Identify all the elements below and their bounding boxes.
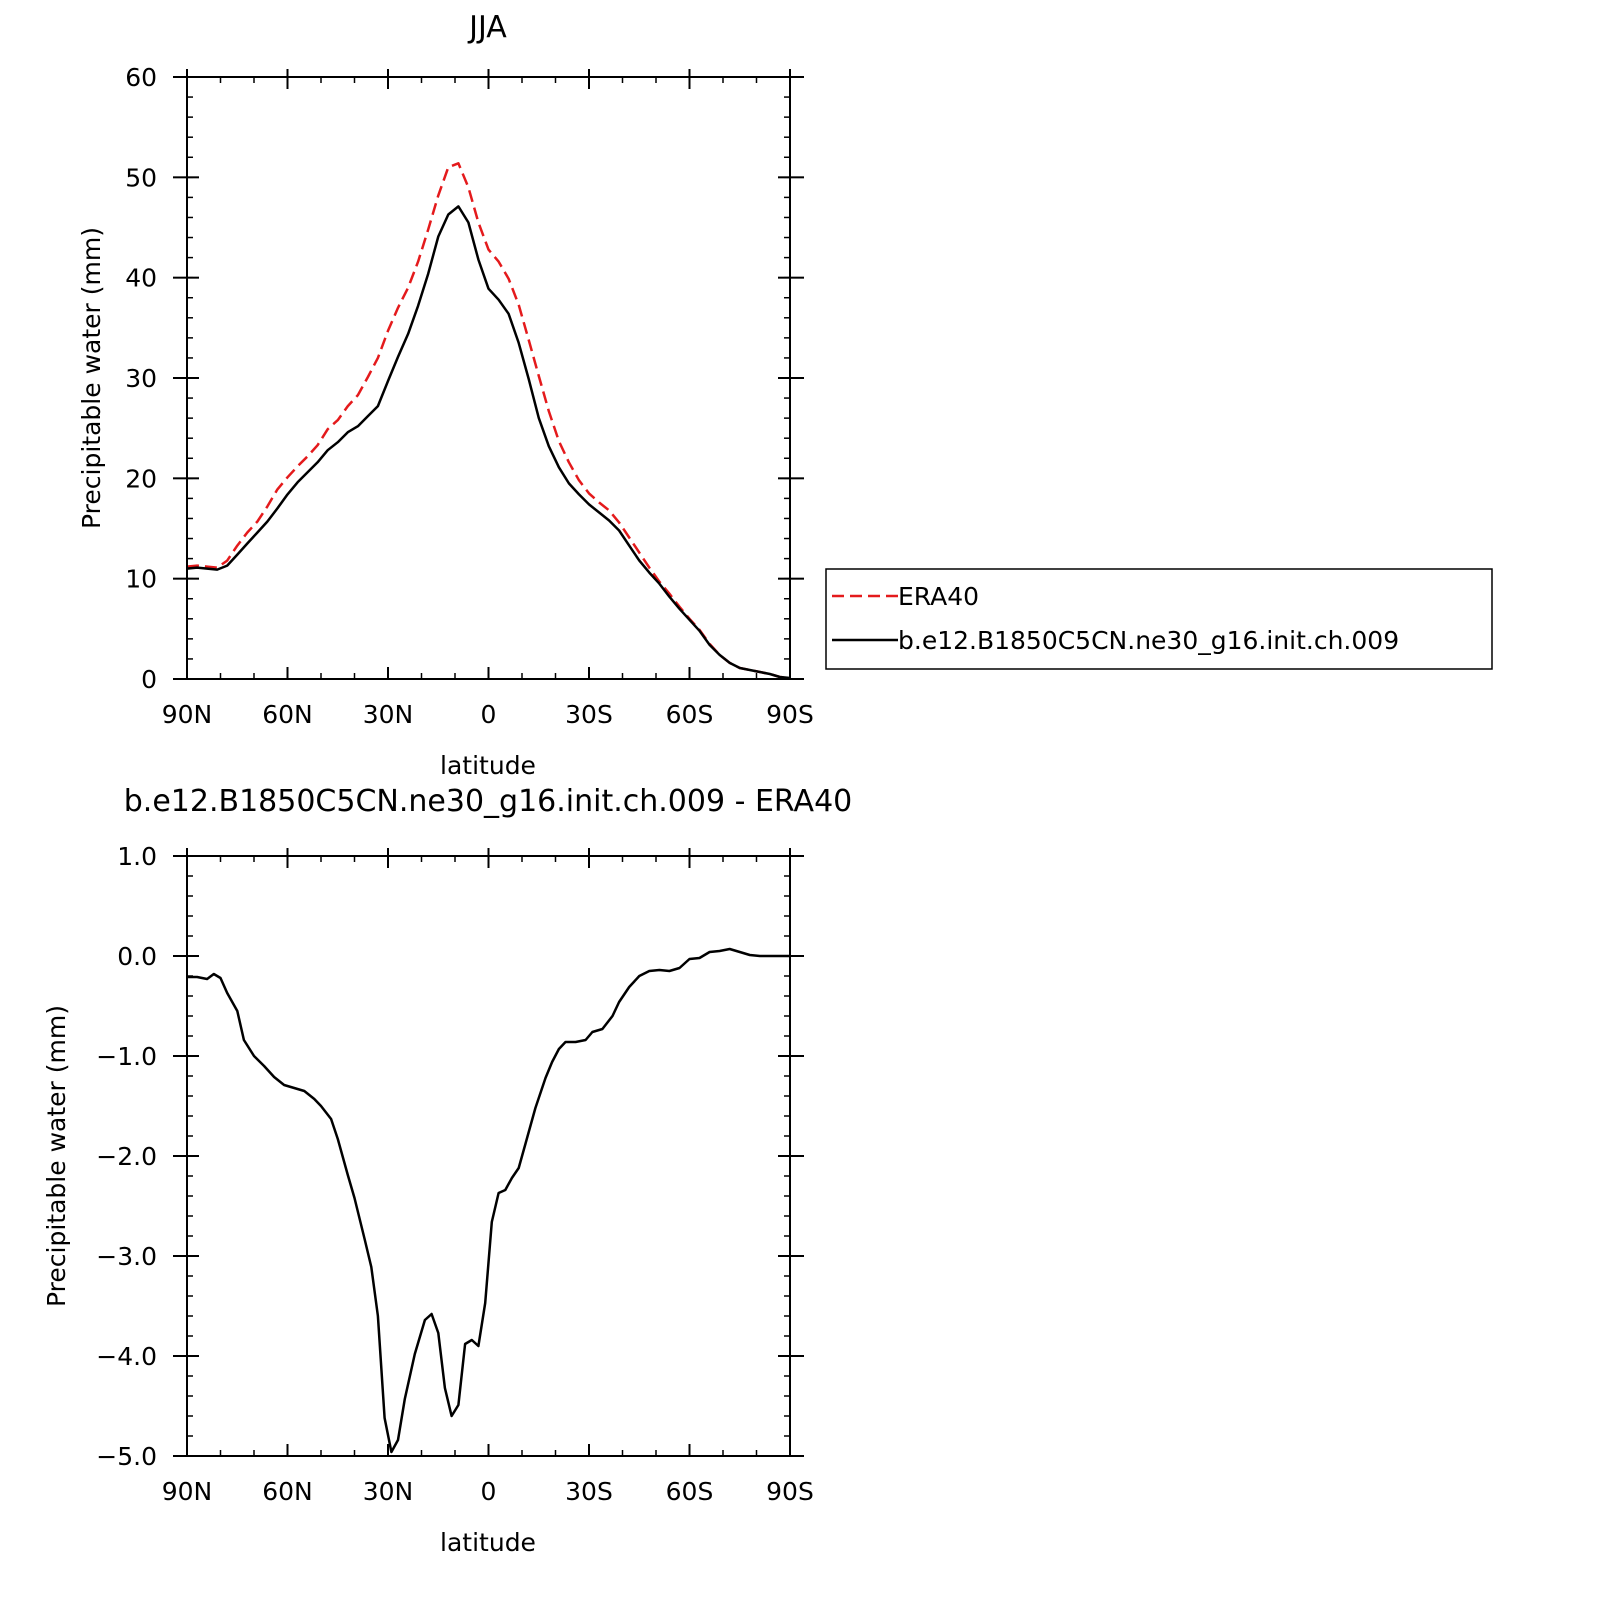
y-tick-label: −3.0 (96, 1242, 157, 1271)
y-tick-label: 10 (125, 565, 157, 594)
top-chart-xlabel: latitude (440, 751, 536, 780)
x-tick-label: 60N (262, 700, 313, 729)
y-tick-label: 50 (125, 163, 157, 192)
bottom-chart-frame (186, 855, 791, 1457)
legend-label-model: b.e12.B1850C5CN.ne30_g16.init.ch.009 (898, 626, 1399, 655)
legend-label-era40: ERA40 (898, 582, 979, 611)
x-tick-label: 30N (363, 1477, 414, 1506)
top-chart-title: JJA (467, 10, 507, 45)
x-tick-label: 30S (565, 1477, 613, 1506)
bottom-chart-title: b.e12.B1850C5CN.ne30_g16.init.ch.009 - E… (124, 784, 853, 819)
y-tick-label: 20 (125, 464, 157, 493)
y-tick-label: 40 (125, 264, 157, 293)
top-chart: JJA 90N 60N 30N 0 30S 60S 90S 0 10 20 30 40 50 60 lat… (77, 10, 814, 780)
bottom-chart-series (187, 947, 790, 1454)
top-series-line-model (186, 205, 791, 680)
x-tick-label: 30N (363, 700, 414, 729)
x-tick-label: 0 (481, 1477, 497, 1506)
x-tick-label: 90N (162, 700, 213, 729)
y-tick-label: 60 (125, 63, 157, 92)
x-tick-label: 90S (766, 700, 814, 729)
x-tick-label: 60N (262, 1477, 313, 1506)
top-chart-frame (186, 76, 791, 680)
bottom-series-line-difference (187, 947, 790, 1454)
top-series-line-era40 (186, 162, 791, 680)
y-tick-label: 1.0 (117, 842, 157, 871)
top-chart-ylabel: Precipitable water (mm) (77, 227, 106, 529)
y-tick-label: 30 (125, 364, 157, 393)
x-tick-label: 90S (766, 1477, 814, 1506)
x-tick-label: 60S (666, 1477, 714, 1506)
y-tick-label: 0 (141, 665, 157, 694)
x-tick-label: 90N (162, 1477, 213, 1506)
y-tick-label: −4.0 (96, 1342, 157, 1371)
top-chart-ticks: 90N 60N 30N 0 30S 60S 90S 0 10 20 30 40 50 60 (125, 63, 814, 729)
bottom-chart-xlabel: latitude (440, 1528, 536, 1557)
bottom-chart-ylabel: Precipitable water (mm) (42, 1005, 71, 1307)
x-tick-label: 0 (481, 700, 497, 729)
legend-box (825, 568, 1493, 670)
bottom-chart-ticks: 90N 60N 30N 0 30S 60S 90S 1.0 0.0 −1.0 −2.0 −3.0 −4.… (96, 842, 814, 1506)
legend: ERA40 b.e12.B1850C5CN.ne30_g16.init.ch.0… (825, 568, 1493, 670)
top-chart-series (186, 162, 791, 680)
y-tick-label: 0.0 (117, 942, 157, 971)
bottom-chart: b.e12.B1850C5CN.ne30_g16.init.ch.009 - E… (42, 784, 852, 1557)
y-tick-label: −2.0 (96, 1142, 157, 1171)
x-tick-label: 60S (666, 700, 714, 729)
y-tick-label: −5.0 (96, 1442, 157, 1471)
x-tick-label: 30S (565, 700, 613, 729)
y-tick-label: −1.0 (96, 1042, 157, 1071)
